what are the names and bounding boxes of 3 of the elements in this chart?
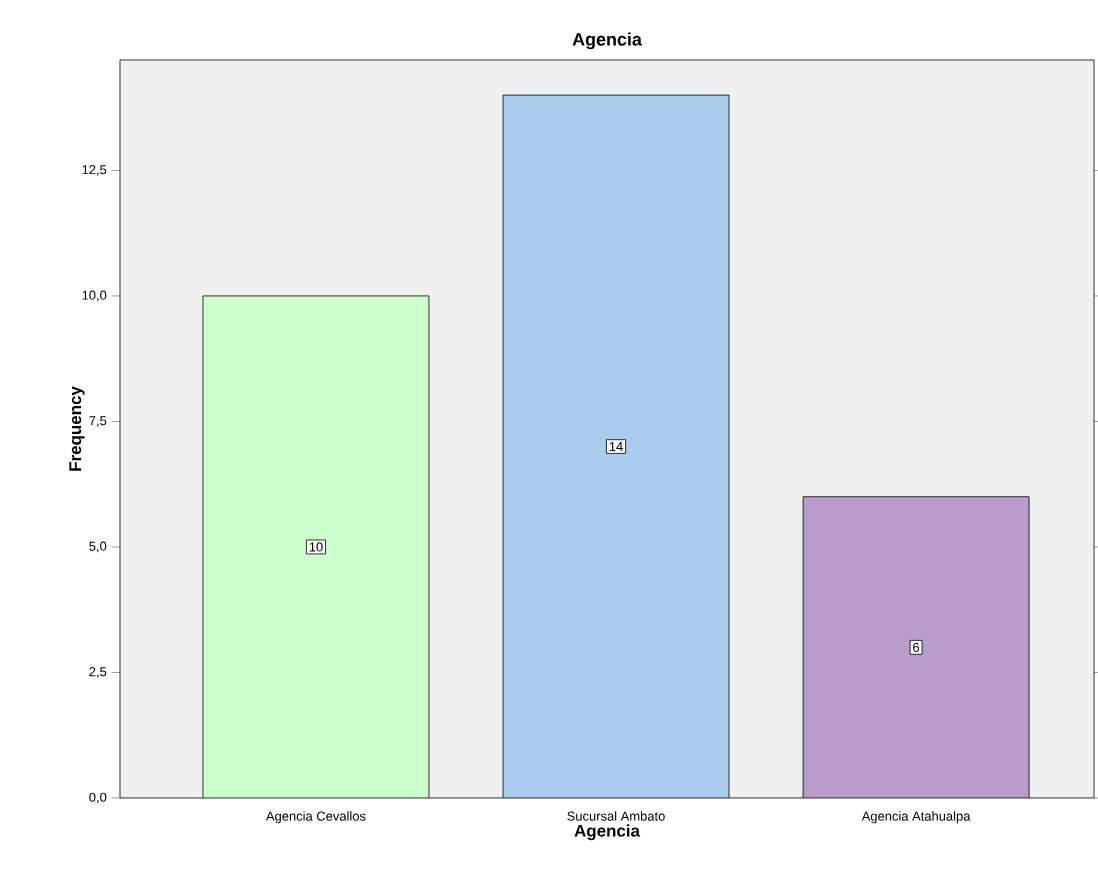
- chart-title: Agencia: [572, 32, 643, 50]
- x-axis-title: Agencia: [574, 824, 641, 841]
- y-axis-title: Frequency: [69, 386, 85, 471]
